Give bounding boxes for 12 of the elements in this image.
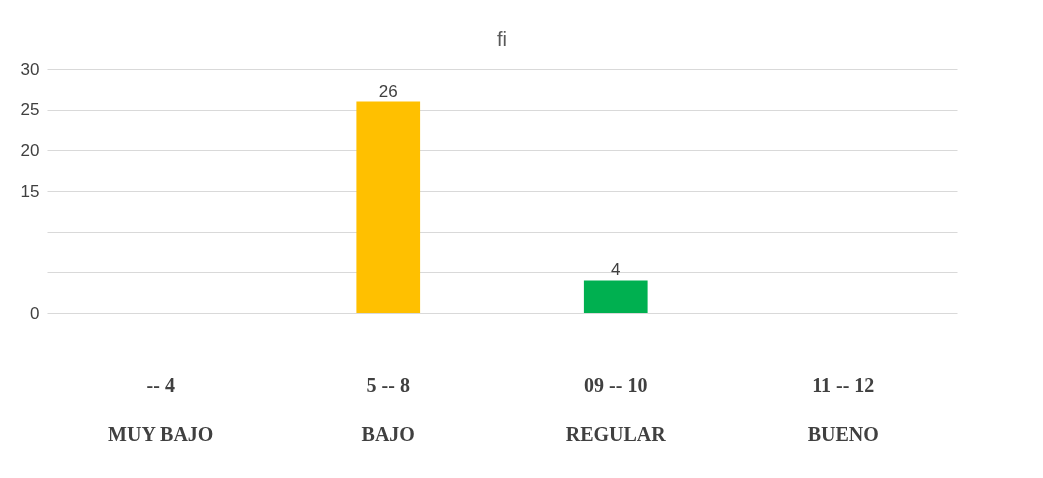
y-tick-label: 20	[20, 140, 40, 160]
category-label: 09 -- 10 REGULAR	[565, 373, 666, 445]
chart-title: fi	[497, 28, 507, 50]
category-label: -- 4 MUY BAJO	[108, 373, 214, 445]
y-tick-label: 0	[30, 303, 40, 323]
category-label: 11 -- 12 BUENO	[807, 373, 879, 445]
y-tick-label: 25	[20, 100, 40, 120]
y-tick-label: 30	[20, 59, 40, 79]
category-label: 5 -- 8 BAJO	[361, 373, 415, 445]
data-label: 26	[378, 81, 398, 101]
data-label: 4	[611, 260, 621, 280]
y-tick-label: 15	[20, 181, 40, 201]
